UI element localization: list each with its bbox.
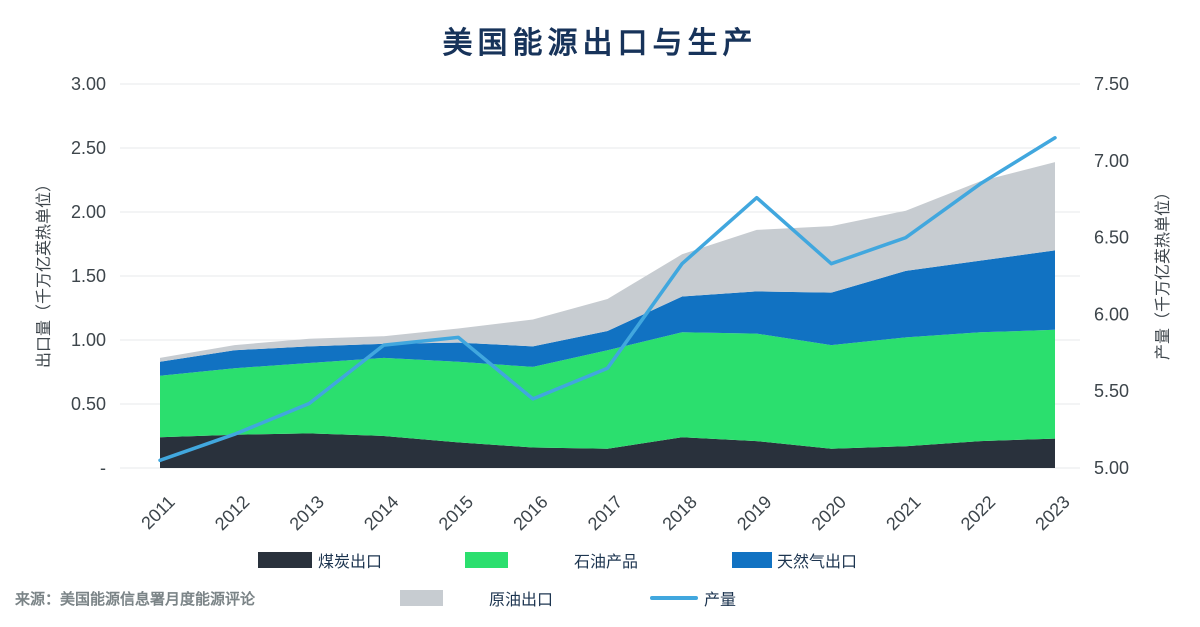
svg-text:2013: 2013: [286, 492, 328, 534]
svg-text:1.00: 1.00: [71, 330, 106, 350]
crude-oil-swatch: [400, 590, 443, 606]
svg-text:2021: 2021: [882, 492, 924, 534]
legend-item-production: 产量: [650, 589, 737, 609]
svg-text:2022: 2022: [957, 492, 999, 534]
production-line-swatch: [650, 596, 698, 600]
svg-text:2018: 2018: [658, 492, 700, 534]
production-line: [158, 136, 1057, 463]
svg-text:2012: 2012: [211, 492, 253, 534]
source-note: 来源：美国能源信息署月度能源评论: [15, 591, 256, 608]
svg-text:2011: 2011: [137, 492, 179, 534]
legend-label: 煤炭出口: [318, 554, 383, 571]
natural-gas-swatch: [732, 552, 772, 568]
svg-text:2.50: 2.50: [71, 138, 106, 158]
area-series-0: [160, 433, 1055, 468]
svg-text:3.00: 3.00: [71, 74, 106, 94]
svg-text:6.00: 6.00: [1094, 304, 1129, 324]
svg-text:1.50: 1.50: [71, 266, 106, 286]
legend-item-petroleum-products: 石油产品: [465, 551, 639, 571]
area-series-3: [160, 162, 1055, 362]
left-axis-tick-labels: 3.00 2.50 2.00 1.50 1.00 0.50 -: [71, 74, 106, 478]
legend-item-crude-oil-exports: 原油出口: [400, 589, 554, 609]
svg-text:5.50: 5.50: [1094, 381, 1129, 401]
svg-text:2014: 2014: [360, 492, 402, 534]
area-series-1: [160, 329, 1055, 449]
chart-title: 美国能源出口与生产: [442, 27, 758, 60]
legend-label: 产量: [704, 592, 737, 609]
legend-label: 石油产品: [574, 554, 639, 571]
svg-text:5.00: 5.00: [1094, 458, 1129, 478]
coal-swatch: [258, 552, 312, 568]
legend-item-natural-gas-exports: 天然气出口: [732, 551, 858, 571]
svg-text:6.50: 6.50: [1094, 228, 1129, 248]
svg-text:2.00: 2.00: [71, 202, 106, 222]
svg-text:7.00: 7.00: [1094, 151, 1129, 171]
svg-text:0.50: 0.50: [71, 394, 106, 414]
svg-text:7.50: 7.50: [1094, 74, 1129, 94]
svg-text:2023: 2023: [1031, 492, 1073, 534]
svg-text:2019: 2019: [733, 492, 775, 534]
legend-label: 天然气出口: [777, 554, 858, 571]
svg-text:2017: 2017: [584, 492, 626, 534]
svg-text:-: -: [100, 458, 106, 478]
petroleum-swatch: [465, 552, 508, 568]
svg-text:2020: 2020: [808, 492, 850, 534]
svg-text:2016: 2016: [509, 492, 551, 534]
legend-label: 原油出口: [489, 592, 554, 609]
right-axis-tick-labels: 7.50 7.00 6.50 6.00 5.50 5.00: [1094, 74, 1129, 478]
legend-item-coal-exports: 煤炭出口: [258, 551, 383, 571]
x-axis-tick-labels: 2011 2012 2013 2014 2015 2016 2017 2018 2019 2020…: [137, 492, 1074, 534]
svg-text:2015: 2015: [435, 492, 477, 534]
